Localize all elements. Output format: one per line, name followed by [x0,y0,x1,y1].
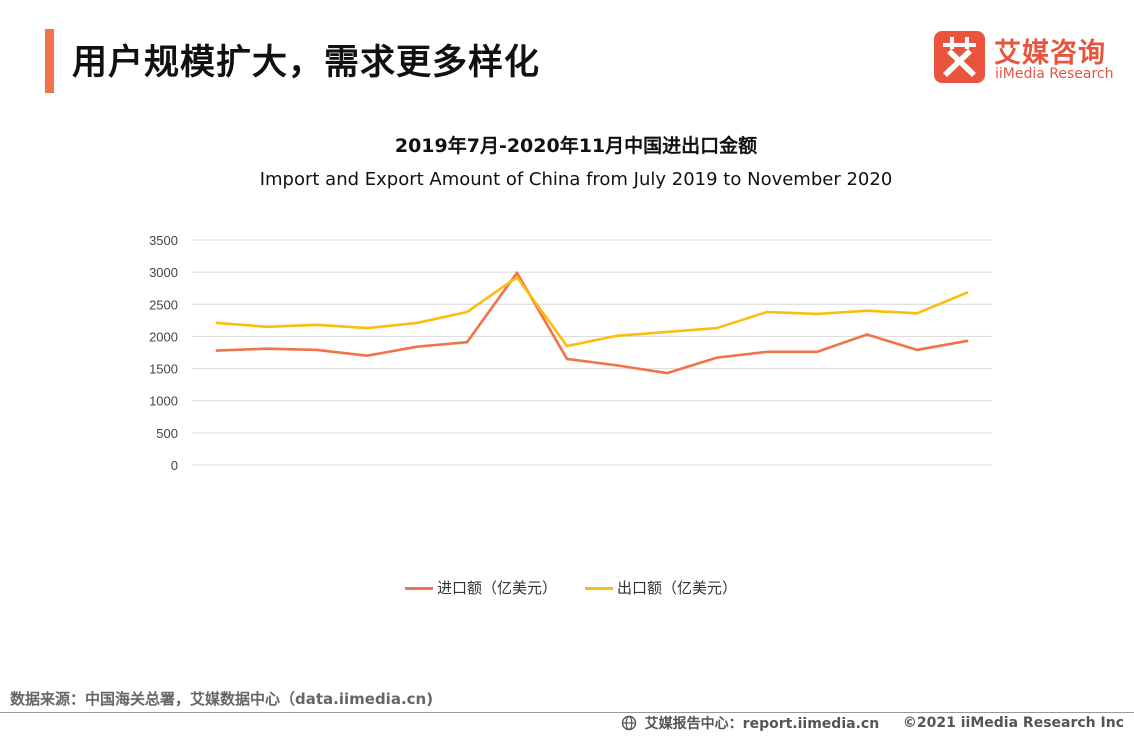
data-point-s1-0 [215,321,219,325]
data-point-s1-3 [365,326,369,330]
chart-subtitle: Import and Export Amount of China from J… [259,169,893,190]
y-tick-label-1000: 1000 [149,394,178,409]
data-point-s1-4 [415,321,419,325]
data-point-s1-14 [915,311,919,315]
series-line-0 [215,271,969,375]
data-point-s0-0 [215,349,219,352]
logo-name-cn: 艾媒咨询 [994,38,1106,69]
footer-divider [0,712,1134,713]
page-footer: 艾媒报告中心：report.iimedia.cn ©2021 iiMedia R… [621,713,1124,735]
brand-logo: 艾媒咨询 iiMedia Research [934,31,1114,87]
y-tick-label-2500: 2500 [149,297,178,312]
data-point-s1-9 [665,330,669,334]
data-point-s0-10 [715,356,719,359]
data-point-s1-15 [965,291,969,295]
data-point-s1-10 [715,326,719,330]
data-point-s0-6 [515,271,519,275]
y-tick-label-3000: 3000 [149,265,178,280]
y-tick-label-2000: 2000 [149,329,178,344]
y-tick-label-1500: 1500 [149,362,178,377]
data-point-s0-13 [865,333,869,336]
chart-legend: 进口额（亿美元） 出口额（亿美元） [405,577,745,599]
y-tick-label-500: 500 [156,426,178,441]
title-accent-bar [45,29,54,93]
data-point-s1-1 [265,325,269,329]
legend-label-1: 出口额（亿美元） [617,579,738,597]
chart-title: 2019年7月-2020年11月中国进出口金额 [394,135,758,157]
data-point-s0-1 [265,347,269,350]
data-point-s1-7 [565,344,569,348]
legend-label-0: 进口额（亿美元） [437,579,558,597]
line-chart: 0 500 1000 1500 2000 2500 3000 3500 [149,233,992,473]
footer-copyright: ©2021 iiMedia Research Inc [902,715,1124,731]
data-point-s0-8 [615,364,619,367]
data-point-s1-13 [865,309,869,313]
y-tick-label-3500: 3500 [149,233,178,248]
data-point-s1-12 [815,312,819,316]
data-point-s0-5 [465,340,469,344]
data-source-note: 数据来源：中国海关总署，艾媒数据中心（data.iimedia.cn) [10,690,434,708]
data-point-s0-2 [315,348,319,352]
data-point-s0-4 [415,345,419,349]
y-tick-label-0: 0 [171,458,178,473]
data-point-s0-14 [915,348,919,352]
series-line-1 [215,275,969,348]
page-title: 用户规模扩大，需求更多样化 [72,43,541,83]
data-point-s1-8 [615,334,619,338]
footer-site-link[interactable]: 艾媒报告中心：report.iimedia.cn [644,716,880,732]
globe-icon [621,715,636,731]
data-point-s0-12 [815,350,819,354]
data-point-s0-15 [965,339,969,343]
data-point-s0-9 [665,371,669,375]
data-point-s0-7 [565,357,569,361]
data-point-s0-3 [365,354,369,358]
legend-swatch-0 [405,587,433,590]
data-point-s1-11 [765,310,769,314]
data-point-s1-6 [515,275,519,279]
logo-name-en: iiMedia Research [995,66,1114,82]
data-point-s1-5 [465,310,469,314]
data-point-s1-2 [315,323,319,327]
legend-swatch-1 [585,587,613,590]
logo-mark-icon [934,31,985,83]
data-point-s0-11 [765,350,769,354]
